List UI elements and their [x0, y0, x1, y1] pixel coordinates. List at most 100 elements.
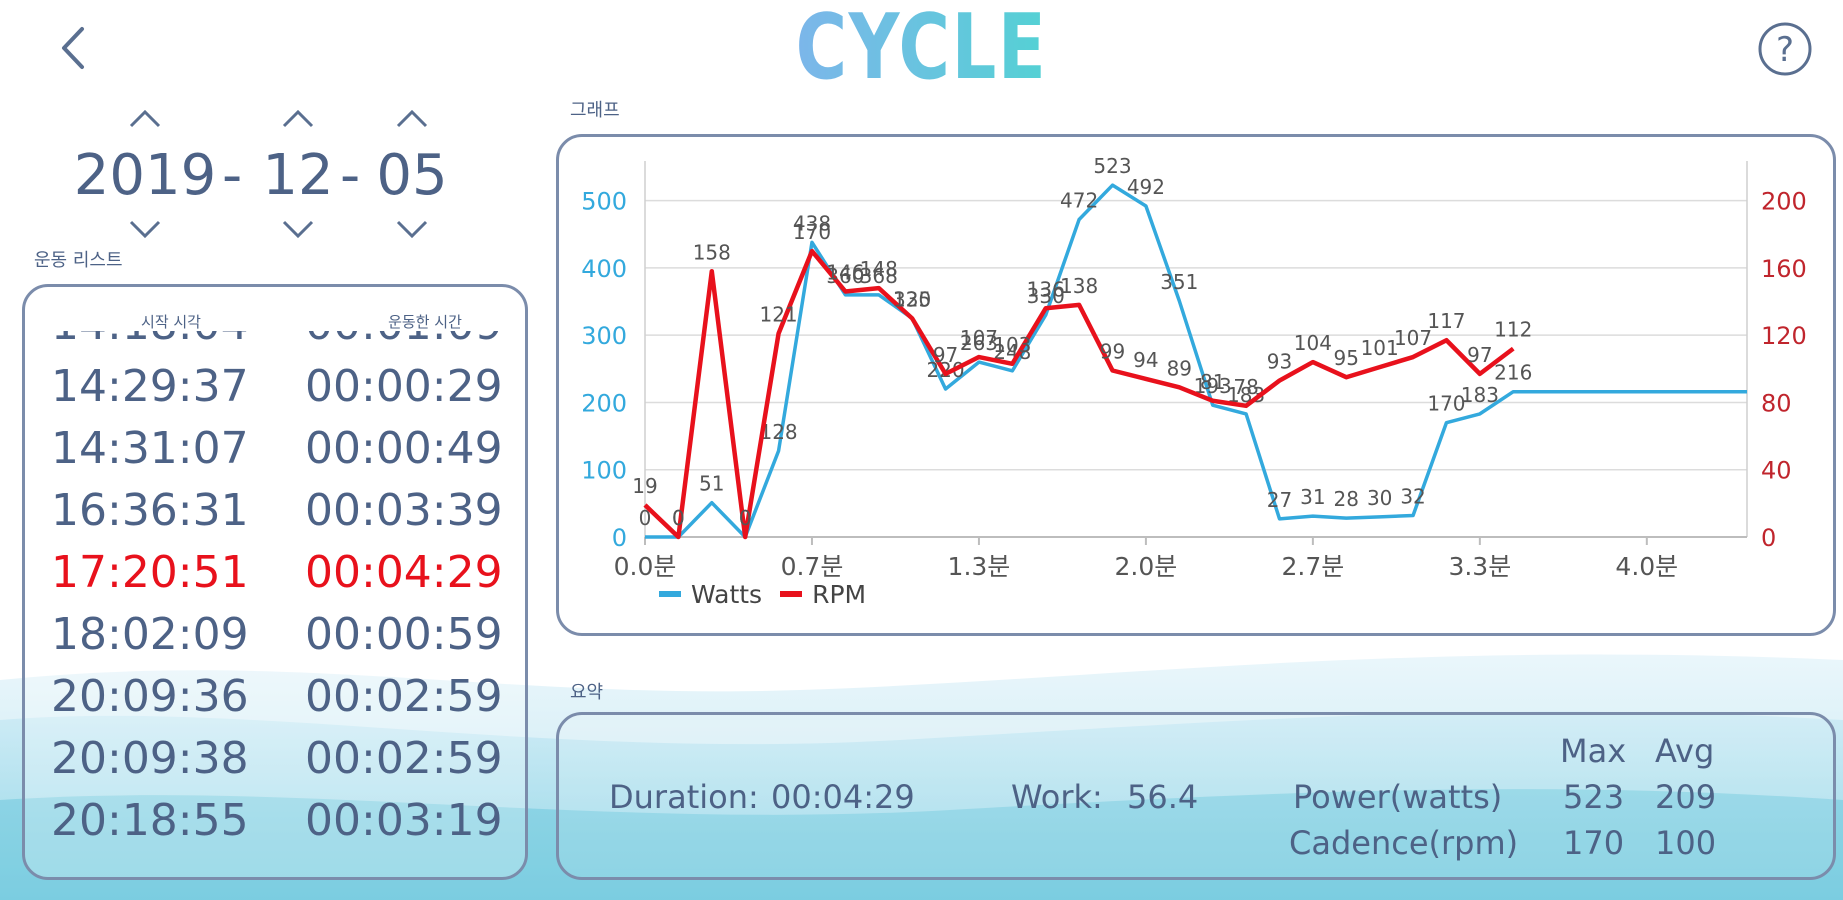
data-label-rpm: 148	[860, 257, 898, 281]
y-right-tick-label: 160	[1761, 255, 1807, 283]
data-label-rpm: 146	[826, 260, 864, 284]
data-label-watts: 51	[699, 472, 724, 496]
start-time: 20:09:36	[51, 671, 249, 722]
list-item[interactable]: 18:02:09 00:00:59	[25, 604, 525, 666]
y-left-tick-label: 200	[581, 389, 627, 417]
svg-text:?: ?	[1776, 30, 1794, 70]
x-tick-label: 2.0분	[1115, 552, 1178, 581]
month-down-chevron-icon[interactable]	[280, 218, 316, 240]
workout-list-panel: 시작 시각 운동한 시간 14:18:04 00:01:09 14:29:37 00:…	[22, 284, 528, 880]
legend-swatch-rpm	[780, 591, 803, 597]
avg-header: Avg	[1655, 732, 1715, 770]
list-item[interactable]: 20:09:38 00:02:59	[25, 728, 525, 790]
data-label-watts: 438	[793, 211, 831, 235]
question-circle-icon: ?	[1758, 22, 1812, 76]
list-item[interactable]: 14:31:07 00:00:49	[25, 418, 525, 480]
day-up-chevron-icon[interactable]	[394, 108, 430, 130]
data-label-rpm: 121	[759, 303, 797, 327]
duration-label: Duration:	[609, 778, 759, 816]
data-label-watts: 351	[1160, 270, 1198, 294]
list-item[interactable]: 16:36:31 00:03:39	[25, 480, 525, 542]
power-avg: 209	[1655, 778, 1717, 816]
data-label-watts: 31	[1300, 485, 1325, 509]
start-time: 20:09:38	[51, 733, 249, 784]
x-tick-label: 0.7분	[781, 552, 844, 581]
workout-list: 14:18:04 00:01:09 14:29:37 00:00:29 14:31:07…	[25, 331, 525, 852]
summary-label: 요약	[570, 682, 604, 703]
start-time: 16:36:31	[51, 485, 249, 536]
day-down-chevron-icon[interactable]	[394, 218, 430, 240]
data-label-watts: 30	[1367, 486, 1392, 510]
x-tick-label: 3.3분	[1448, 552, 1511, 581]
workout-list-header: 시작 시각 운동한 시간	[25, 311, 525, 331]
data-label-rpm: 0	[739, 506, 752, 530]
cadence-avg: 100	[1655, 824, 1717, 862]
data-label-rpm: 81	[1200, 370, 1225, 394]
data-label-rpm: 94	[1133, 348, 1158, 372]
workout-duration: 00:00:59	[305, 609, 503, 660]
summary-panel: Duration: 00:04:29 Work: 56.4 Max Avg Po…	[556, 712, 1836, 880]
date-picker: 2019 - 12 - 05	[70, 106, 470, 246]
data-label-rpm: 130	[893, 287, 931, 311]
list-item[interactable]: 14:29:37 00:00:29	[25, 356, 525, 418]
help-button[interactable]: ?	[1756, 20, 1814, 78]
workout-duration: 00:03:39	[305, 485, 503, 536]
year-picker: 2019	[70, 106, 220, 246]
chevron-left-icon	[62, 27, 84, 69]
legend-item-rpm: RPM	[780, 580, 866, 609]
legend-label-watts: Watts	[691, 579, 763, 609]
series-line-rpm	[643, 248, 1515, 540]
workout-duration: 00:03:19	[305, 795, 503, 846]
workout-list-label: 운동 리스트	[34, 250, 123, 271]
data-label-rpm: 97	[933, 343, 958, 367]
power-label: Power(watts)	[1293, 778, 1503, 816]
start-time: 20:18:55	[51, 795, 249, 846]
workout-duration: 00:00:29	[305, 361, 503, 412]
month-up-chevron-icon[interactable]	[280, 108, 316, 130]
start-time: 14:29:37	[51, 361, 249, 412]
data-label-watts: 28	[1334, 487, 1359, 511]
data-label-watts: 0	[639, 506, 652, 530]
data-label-rpm: 158	[693, 240, 731, 264]
work-value: 56.4	[1127, 778, 1199, 816]
data-label-rpm: 0	[672, 506, 685, 530]
back-button[interactable]	[48, 20, 98, 76]
x-tick-label: 2.7분	[1281, 552, 1344, 581]
workout-list-scroll[interactable]: 14:18:04 00:01:09 14:29:37 00:00:29 14:31:07…	[25, 331, 525, 877]
y-left-tick-label: 500	[581, 188, 627, 216]
list-item[interactable]: 14:18:04 00:01:09	[25, 331, 525, 356]
cadence-max: 170	[1563, 824, 1625, 862]
data-label-rpm: 97	[1467, 343, 1492, 367]
y-right-tick-label: 0	[1761, 524, 1776, 552]
list-item-selected[interactable]: 17:20:51 00:04:29	[25, 542, 525, 604]
month-value: 12	[262, 143, 334, 208]
legend-swatch-watts	[659, 591, 681, 597]
year-down-chevron-icon[interactable]	[127, 218, 163, 240]
cadence-label: Cadence(rpm)	[1289, 824, 1519, 862]
data-label-watts: 170	[1427, 392, 1465, 416]
data-label-rpm: 136	[1027, 277, 1065, 301]
data-label-rpm: 93	[1267, 350, 1292, 374]
day-value: 05	[376, 143, 448, 208]
list-item[interactable]: 20:18:55 00:03:19	[25, 790, 525, 852]
chart-legend: Watts RPM	[659, 579, 884, 609]
day-picker: 05	[370, 106, 454, 246]
x-tick-label: 1.3분	[948, 552, 1011, 581]
y-left-tick-label: 0	[612, 524, 627, 552]
duration-header: 운동한 시간	[388, 313, 462, 331]
data-label-watts: 27	[1267, 488, 1292, 512]
y-left-tick-label: 100	[581, 457, 627, 485]
chart-panel: 0 100 200 300 400 500 0 40 80 120 160 200 0.0분 0.7분 1.…	[556, 134, 1836, 636]
data-label-rpm: 112	[1494, 318, 1532, 342]
workout-duration: 00:02:59	[305, 671, 503, 722]
data-label-rpm: 138	[1060, 274, 1098, 298]
list-item[interactable]: 20:09:36 00:02:59	[25, 666, 525, 728]
y-right-tick-label: 80	[1761, 389, 1792, 417]
year-up-chevron-icon[interactable]	[127, 108, 163, 130]
workout-duration: 00:02:59	[305, 733, 503, 784]
workout-duration: 00:00:49	[305, 423, 503, 474]
data-label-rpm: 103	[993, 333, 1031, 357]
start-time: 14:31:07	[51, 423, 249, 474]
date-separator: -	[340, 143, 361, 208]
year-value: 2019	[73, 143, 217, 208]
